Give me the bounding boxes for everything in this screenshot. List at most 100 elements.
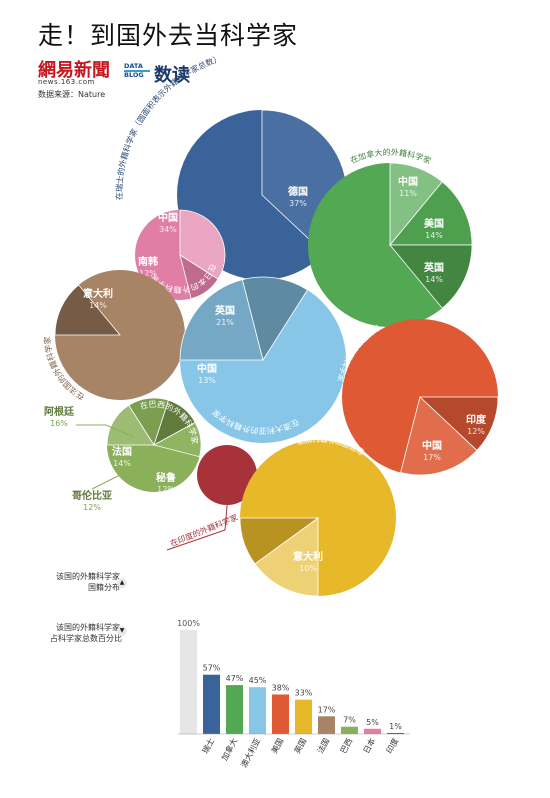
slice-label-brazil-1: 法国 — [112, 445, 132, 458]
bar-value-7: 5% — [366, 718, 379, 727]
netease-url: news.163.com — [38, 78, 95, 86]
bar-category-5: 法国 — [315, 736, 331, 755]
bar-category-1: 加拿大 — [219, 736, 239, 762]
legend-distribution: 该国的外籍科学家 国籍分布 — [50, 571, 120, 593]
slice-value-canada-2: 14% — [425, 275, 443, 284]
slice-brazil-0 — [106, 404, 155, 446]
legend-share: 该国的外籍科学家 占科学家总数百分比 — [50, 622, 122, 644]
slice-label-usa-0: 印度 — [466, 413, 487, 426]
leader-brazil-3 — [91, 474, 121, 490]
triangle-down-icon[interactable]: ▼ — [117, 626, 127, 636]
slice-value-brazil-3: 12% — [83, 503, 101, 512]
slice-value-brazil-1: 14% — [113, 459, 131, 468]
page-title: 走！到国外去当科学家 — [38, 21, 299, 50]
slice-value-brazil-2: 12% — [157, 485, 175, 494]
bar-value-6: 7% — [343, 716, 356, 725]
slice-value-uk-1: 10% — [299, 564, 317, 573]
slice-value-japan-1: 12% — [139, 269, 157, 278]
slice-canada-1 — [389, 181, 473, 246]
bar-4 — [295, 699, 312, 734]
bubble-india-base — [197, 445, 257, 505]
leader-brazil-0 — [76, 424, 135, 438]
slice-france-0 — [54, 284, 121, 336]
bar-value-0: 57% — [203, 664, 221, 673]
bar-7 — [364, 728, 381, 734]
datablog-line-2: BLOG — [124, 71, 144, 79]
slice-value-usa-1: 17% — [423, 453, 441, 462]
slice-value-usa-0: 12% — [467, 427, 485, 436]
slice-australia-1 — [241, 276, 309, 361]
bar-5 — [318, 716, 335, 734]
netease-logo: 網易新聞 — [38, 60, 110, 81]
slice-value-japan-0: 34% — [159, 225, 177, 234]
bar-value-8: 1% — [389, 722, 402, 731]
bar-category-3: 美国 — [269, 736, 285, 755]
bar-category-7: 日本 — [361, 736, 377, 755]
slice-value-brazil-0: 16% — [50, 419, 68, 428]
slice-label-uk-1: 意大利 — [293, 550, 323, 563]
slice-label-brazil-3: 哥伦比亚 — [72, 489, 112, 502]
slice-canada-2 — [389, 244, 473, 309]
bar-1 — [226, 685, 243, 734]
slice-value-canada-1: 14% — [425, 231, 443, 240]
legend-distribution-line-1: 该国的外籍科学家 — [56, 572, 120, 581]
slice-label-canada-1: 美国 — [424, 217, 444, 230]
bar-0 — [203, 674, 220, 734]
slice-label-brazil-2: 秘鲁 — [156, 471, 176, 484]
bar-value-5: 17% — [318, 705, 336, 714]
slice-value-australia-1: 13% — [198, 376, 216, 385]
bar-category-0: 瑞士 — [200, 736, 216, 755]
slice-label-canada-0: 中国 — [398, 175, 418, 188]
slice-label-australia-1: 中国 — [197, 362, 217, 375]
slice-label-usa-1: 中国 — [422, 439, 442, 452]
slice-australia-0 — [179, 279, 264, 361]
bar-category-4: 英国 — [292, 736, 308, 755]
legend-share-line-1: 该国的外籍科学家 — [56, 623, 120, 632]
share-bar-chart: 100% 57% 瑞士 47% 加拿大 45% 澳大利亚 38% 美国 33% 英国 17% 法国 7% 巴… — [177, 619, 410, 769]
datablog-line-1: DATA — [124, 63, 150, 72]
slice-label-japan-1: 南韩 — [138, 255, 158, 268]
slice-value-australia-0: 21% — [216, 318, 234, 327]
leader-india — [166, 482, 230, 551]
bar-8 — [387, 732, 404, 734]
bar-value-4: 33% — [295, 689, 313, 698]
triangle-up-icon[interactable]: ▲ — [117, 578, 127, 588]
bar-2 — [249, 687, 266, 734]
slice-japan-1 — [179, 254, 219, 300]
datablog-logo: DATA BLOG — [124, 63, 150, 79]
slice-brazil-3 — [152, 421, 202, 458]
slice-label-canada-2: 英国 — [423, 261, 444, 274]
slice-uk-1 — [239, 517, 320, 565]
bar-3 — [272, 694, 289, 734]
bar-6 — [341, 726, 358, 734]
bubble-label-india: 在印度的外籍科学家 — [169, 512, 240, 548]
slice-label-france-0: 意大利 — [83, 287, 113, 300]
bar-category-8: 印度 — [384, 736, 400, 755]
legend-distribution-line-2: 国籍分布 — [88, 583, 120, 592]
data-source: 数据来源：Nature — [38, 90, 106, 99]
slice-label-switzerland-0: 德国 — [287, 185, 308, 198]
slice-value-france-0: 14% — [89, 301, 107, 310]
bubble-pie-chart: 德国37%在瑞士的外籍科学家（圆面积表示外籍科学家总数）中国11%美国14%英国… — [42, 54, 499, 597]
bar-category-2: 澳大利亚 — [238, 736, 262, 769]
bar-value-2: 45% — [249, 676, 267, 685]
slice-usa-1 — [400, 396, 478, 476]
bar-reference-label: 100% — [177, 619, 200, 628]
slice-value-canada-0: 11% — [399, 189, 417, 198]
slice-uk-0 — [254, 517, 319, 597]
slice-value-switzerland-0: 37% — [289, 199, 307, 208]
slice-label-brazil-0: 阿根廷 — [44, 405, 75, 418]
legend-share-line-2: 占科学家总数百分比 — [50, 634, 122, 643]
bar-value-1: 47% — [226, 674, 244, 683]
bar-reference — [180, 630, 197, 734]
slice-label-australia-0: 英国 — [214, 304, 235, 317]
bar-category-6: 巴西 — [339, 737, 354, 755]
bar-value-3: 38% — [272, 683, 290, 692]
shudu-logo: 数读 — [154, 65, 190, 86]
